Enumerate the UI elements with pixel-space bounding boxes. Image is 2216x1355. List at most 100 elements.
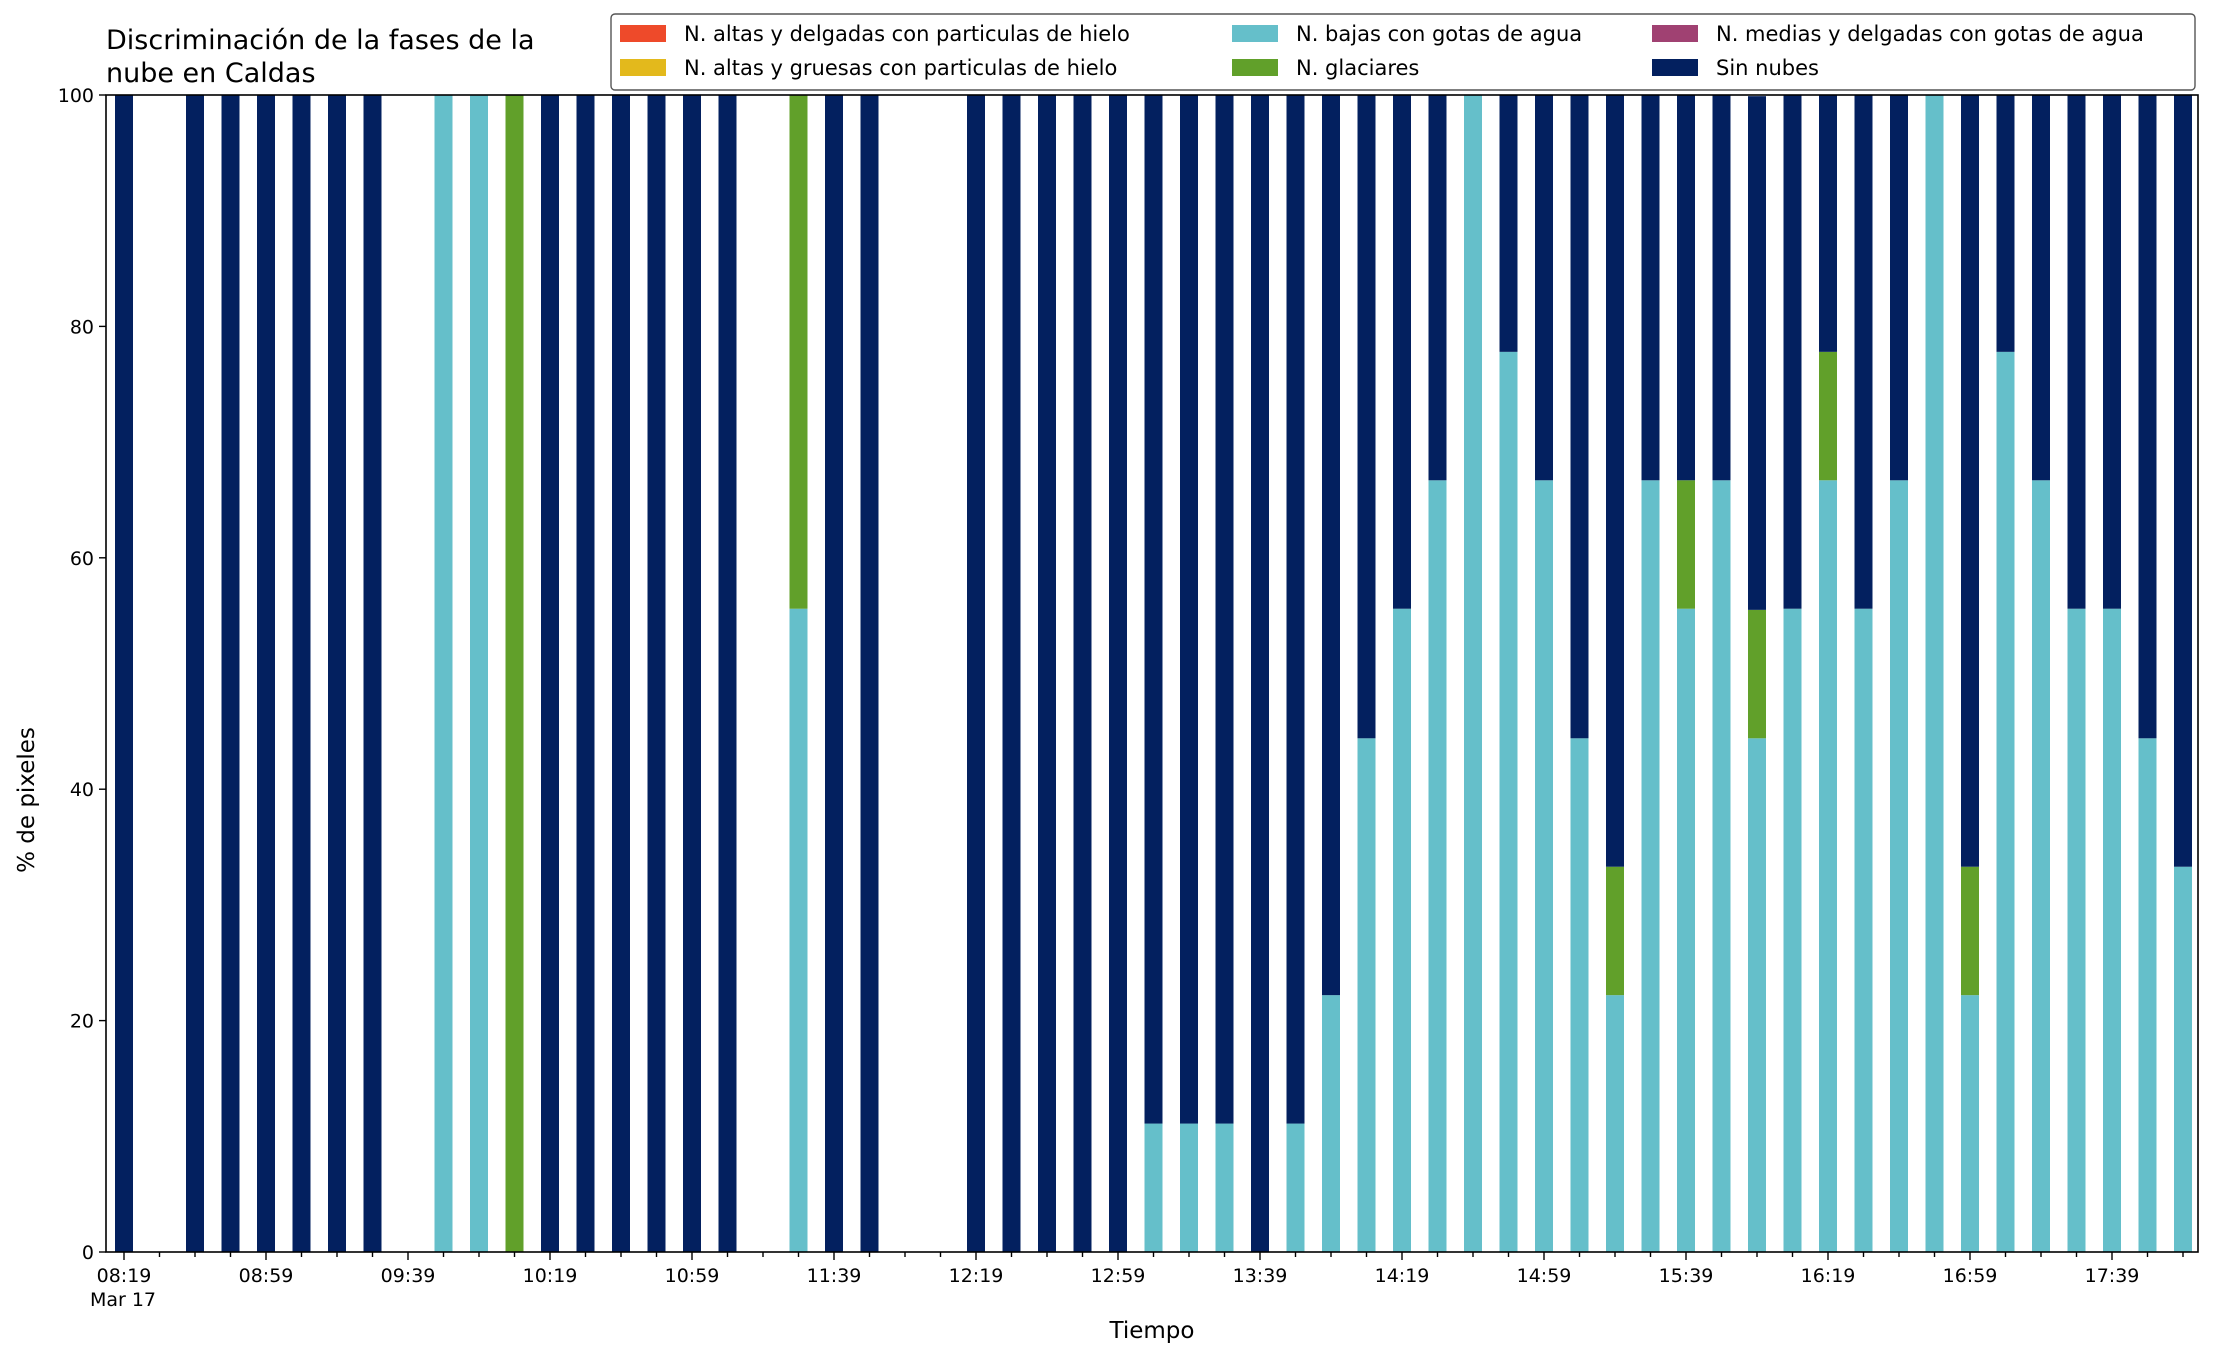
bar-segment-12:59-s5 <box>1109 95 1127 1252</box>
bar-segment-17:09-s5 <box>1996 95 2015 352</box>
bar-segment-11:29-s3 <box>789 95 808 609</box>
bar-segment-15:49-s2 <box>1712 480 1731 1252</box>
bar-segment-15:29-s2 <box>1641 480 1660 1252</box>
bar-segment-09:59-s2 <box>470 95 488 1252</box>
x-tick-label-13:39: 13:39 <box>1233 1265 1288 1287</box>
x-tick-label-10:19: 10:19 <box>523 1265 578 1287</box>
bar-segment-15:19-s5 <box>1606 95 1624 867</box>
bar-segment-10:39-s5 <box>612 95 630 1252</box>
bar-segment-10:59-s5 <box>683 95 701 1252</box>
bar-segment-15:59-s3 <box>1748 609 1766 739</box>
bar-segment-16:09-s2 <box>1783 608 1802 1252</box>
bar-segment-13:09-s2 <box>1144 1123 1163 1252</box>
bar-segment-15:39-s3 <box>1677 480 1695 609</box>
bar-segment-13:39-s5 <box>1251 95 1269 1252</box>
bar-segment-17:39-s2 <box>2103 608 2121 1252</box>
bar-segment-10:29-s5 <box>576 95 595 1252</box>
legend-swatch-4 <box>1652 25 1698 42</box>
x-tick-label-14:59: 14:59 <box>1517 1265 1572 1287</box>
bar-segment-16:19-s5 <box>1819 95 1837 352</box>
x-tick-label-14:19: 14:19 <box>1375 1265 1430 1287</box>
bar-segment-15:39-s5 <box>1677 95 1695 481</box>
legend-swatch-3 <box>1232 59 1278 76</box>
plot-frame <box>105 94 2199 1253</box>
bar-segment-14:49-s5 <box>1499 95 1518 352</box>
bar-segment-12:19-s5 <box>967 95 985 1252</box>
bar-segment-16:19-s2 <box>1819 480 1837 1252</box>
bar-segment-17:49-s2 <box>2138 738 2157 1252</box>
bar-segment-14:49-s2 <box>1499 351 1518 1252</box>
bar-segment-15:19-s2 <box>1606 995 1624 1252</box>
legend-label-5: Sin nubes <box>1716 56 1819 80</box>
bar-segment-09:49-s2 <box>434 95 453 1252</box>
bar-segment-12:39-s5 <box>1038 95 1056 1252</box>
bar-segment-09:09-s5 <box>292 95 311 1252</box>
x-tick-label-15:39: 15:39 <box>1659 1265 1714 1287</box>
bar-segment-10:49-s5 <box>647 95 666 1252</box>
x-tick-label-12:59: 12:59 <box>1091 1265 1146 1287</box>
legend-swatch-0 <box>620 25 666 42</box>
bar-segment-11:09-s5 <box>718 95 737 1252</box>
bar-segment-14:09-s2 <box>1357 738 1376 1252</box>
y-tick-label-100: 100 <box>58 85 94 107</box>
bar-segment-11:39-s5 <box>825 95 843 1252</box>
bar-segment-16:19-s3 <box>1819 351 1837 481</box>
bar-segment-13:29-s5 <box>1215 95 1234 1124</box>
x-tick-label-16:19: 16:19 <box>1801 1265 1856 1287</box>
bar-segment-13:49-s2 <box>1286 1123 1305 1252</box>
bar-segment-17:09-s2 <box>1996 351 2015 1252</box>
legend-label-4: N. medias y delgadas con gotas de agua <box>1716 22 2144 46</box>
bar-segment-16:09-s5 <box>1783 95 1802 609</box>
bar-segment-14:19-s5 <box>1393 95 1411 609</box>
bar-segment-17:59-s5 <box>2174 95 2192 867</box>
bar-segment-14:59-s5 <box>1535 95 1553 481</box>
x-tick-label-08:19: 08:19 <box>97 1265 152 1287</box>
bar-segment-13:09-s5 <box>1144 95 1163 1124</box>
legend-label-2: N. bajas con gotas de agua <box>1296 22 1582 46</box>
bar-segment-08:59-s5 <box>257 95 275 1252</box>
bar-segment-09:29-s5 <box>363 95 382 1252</box>
y-tick-label-0: 0 <box>82 1242 94 1264</box>
x-axis-label: Tiempo <box>1109 1318 1195 1344</box>
y-tick-label-80: 80 <box>70 316 94 338</box>
bar-segment-15:19-s3 <box>1606 866 1624 996</box>
bars-layer <box>115 95 2192 1252</box>
bar-segment-09:19-s5 <box>328 95 346 1252</box>
legend-swatch-2 <box>1232 25 1278 42</box>
bar-segment-14:19-s2 <box>1393 608 1411 1252</box>
bar-segment-17:19-s5 <box>2032 95 2050 481</box>
x-tick-label-12:19: 12:19 <box>949 1265 1004 1287</box>
chart-title-line-2: nube en Caldas <box>106 58 316 89</box>
bar-segment-16:59-s3 <box>1961 866 1979 996</box>
bar-segment-17:49-s5 <box>2138 95 2157 739</box>
legend-label-1: N. altas y gruesas con particulas de hie… <box>684 56 1117 80</box>
bar-segment-14:59-s2 <box>1535 480 1553 1252</box>
x-tick-label-16:59: 16:59 <box>1943 1265 1998 1287</box>
bar-segment-17:39-s5 <box>2103 95 2121 609</box>
legend-label-3: N. glaciares <box>1296 56 1419 80</box>
bar-segment-08:39-s5 <box>186 95 204 1252</box>
bar-segment-13:59-s5 <box>1322 95 1340 996</box>
bar-segment-16:29-s5 <box>1854 95 1873 609</box>
bar-segment-17:29-s5 <box>2067 95 2086 609</box>
bar-segment-08:19-s5 <box>115 95 133 1252</box>
bar-segment-08:49-s5 <box>221 95 240 1252</box>
bar-segment-14:29-s2 <box>1428 480 1447 1252</box>
bar-segment-17:19-s2 <box>2032 480 2050 1252</box>
bar-segment-11:49-s5 <box>860 95 879 1252</box>
bar-segment-14:29-s5 <box>1428 95 1447 481</box>
bar-segment-14:39-s2 <box>1464 95 1482 1252</box>
y-axis-label: % de pixeles <box>14 727 40 873</box>
bar-segment-13:19-s5 <box>1180 95 1198 1124</box>
legend-swatch-5 <box>1652 59 1698 76</box>
bar-segment-17:59-s2 <box>2174 866 2192 1252</box>
bar-segment-14:09-s5 <box>1357 95 1376 739</box>
legend-swatch-1 <box>620 59 666 76</box>
bar-segment-13:59-s2 <box>1322 995 1340 1252</box>
bar-segment-15:39-s2 <box>1677 608 1695 1252</box>
bar-segment-15:29-s5 <box>1641 95 1660 481</box>
bar-segment-16:59-s5 <box>1961 95 1979 867</box>
bar-segment-16:49-s2 <box>1925 95 1944 1252</box>
